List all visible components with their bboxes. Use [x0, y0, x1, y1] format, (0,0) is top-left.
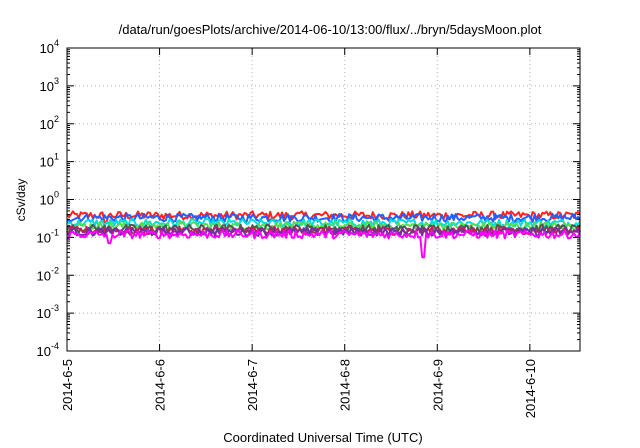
- y-tick-exponent: 4: [54, 38, 59, 48]
- y-tick-exponent: 1: [54, 152, 59, 162]
- series-line: [66, 229, 581, 259]
- x-tick-label: 2014-6-6: [153, 359, 168, 411]
- y-axis-label: cSv/day: [14, 179, 28, 222]
- x-tick-label: 2014-6-9: [430, 359, 445, 411]
- x-tick-label: 2014-6-10: [523, 359, 538, 418]
- y-tick-base: 10: [40, 41, 54, 56]
- y-tick-base: 10: [37, 268, 51, 283]
- y-tick-exponent: -2: [51, 265, 59, 275]
- x-axis: 2014-6-5 2014-6-6 2014-6-7 2014-6-8 2014-6-9…: [60, 48, 538, 418]
- y-tick-base: 10: [40, 193, 54, 208]
- y-tick-label: 10-2: [37, 265, 59, 283]
- y-tick-exponent: -1: [51, 227, 59, 237]
- y-tick-label: 101: [40, 152, 59, 170]
- x-axis-label: Coordinated Universal Time (UTC): [223, 430, 422, 445]
- x-tick-label: 2014-6-5: [60, 359, 75, 411]
- y-tick-base: 10: [37, 344, 51, 359]
- y-tick-exponent: -3: [51, 303, 59, 313]
- chart-title: /data/run/goesPlots/archive/2014-06-10/1…: [119, 22, 542, 37]
- y-tick-base: 10: [40, 155, 54, 170]
- y-tick-label: 103: [40, 76, 59, 94]
- y-tick-exponent: 0: [54, 190, 59, 200]
- y-tick-exponent: 2: [54, 114, 59, 124]
- y-tick-label: 10-4: [37, 341, 59, 359]
- x-tick-label: 2014-6-8: [338, 359, 353, 411]
- series-line: [66, 212, 581, 223]
- y-tick-exponent: 3: [54, 76, 59, 86]
- y-tick-label: 104: [40, 38, 59, 56]
- y-tick-base: 10: [40, 79, 54, 94]
- y-tick-label: 10-1: [37, 227, 59, 245]
- y-tick-label: 10-3: [37, 303, 59, 321]
- series-group: [66, 210, 581, 259]
- grid: [67, 48, 580, 351]
- x-tick-label: 2014-6-7: [245, 359, 260, 411]
- y-tick-label: 102: [40, 114, 59, 132]
- y-tick-base: 10: [40, 117, 54, 132]
- y-tick-label: 100: [40, 190, 59, 208]
- y-tick-base: 10: [37, 230, 51, 245]
- y-tick-base: 10: [37, 306, 51, 321]
- y-tick-exponent: -4: [51, 341, 59, 351]
